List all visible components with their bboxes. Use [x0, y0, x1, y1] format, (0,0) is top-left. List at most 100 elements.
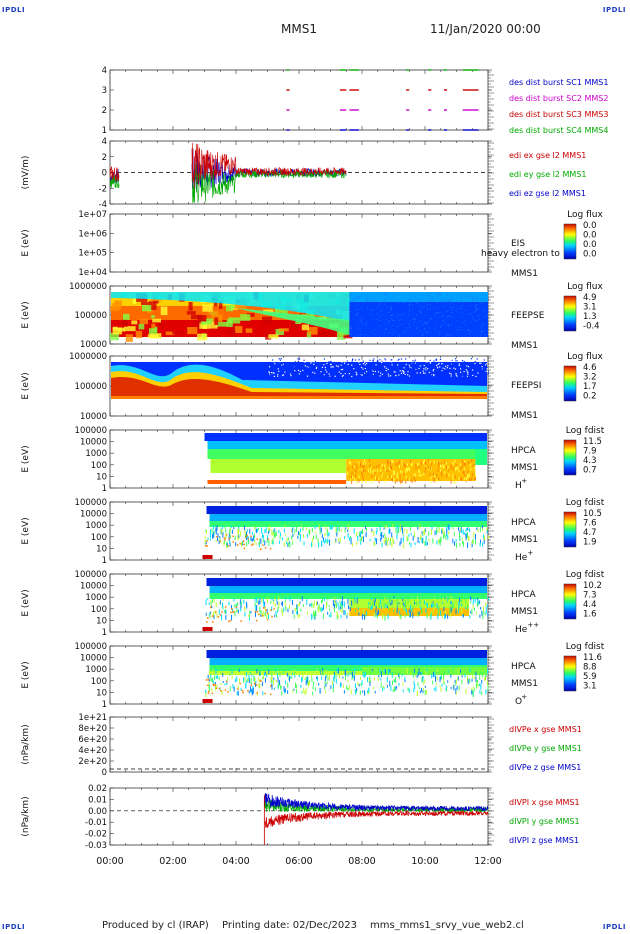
plot-date: 11/Jan/2020 00:00	[430, 22, 541, 36]
divpi-series-line	[264, 792, 489, 812]
feepsi-cell	[405, 363, 407, 366]
feepsi-cell	[477, 372, 479, 374]
feepsi-cell	[311, 361, 313, 363]
feepsi-cell	[318, 363, 320, 365]
hpca-he-cell	[232, 535, 234, 537]
hpca-he-cell	[339, 537, 341, 543]
hpca-hepp-cell	[222, 606, 224, 610]
feepsi-cell	[444, 365, 447, 367]
hpca-h-cell	[461, 477, 463, 481]
hpca-o-cell	[370, 672, 372, 675]
feepsi-cell	[364, 364, 366, 366]
feepsi-cell	[293, 358, 295, 360]
hpca-o-cell	[291, 669, 293, 673]
hpca-he-colorbar-tick: 10.5	[583, 509, 602, 519]
hpca-o-cell	[259, 670, 261, 676]
feepsi-cell	[384, 374, 386, 376]
feepsi-cell	[297, 360, 300, 363]
hpca-hepp-cell	[329, 608, 331, 612]
hpca-o-cell	[288, 676, 290, 682]
hpca-hepp-colorbar-tick: 4.4	[583, 600, 597, 610]
hpca-hepp-cell	[410, 611, 412, 618]
hpca-h-cell	[463, 462, 465, 466]
feepsi-cell	[467, 373, 469, 375]
hpca-o-cell	[333, 673, 335, 679]
feepsi-cell	[293, 365, 295, 368]
hpca-hepp-cell	[431, 602, 433, 608]
feepsi-cell	[473, 375, 475, 377]
feepsi-cell	[279, 361, 281, 363]
hpca-h-cell	[436, 479, 438, 483]
hpca-hepp-cell	[289, 596, 291, 602]
hpca-h-cell	[396, 479, 398, 483]
hpca-hepp-cell	[436, 603, 438, 609]
feepsi-cell	[441, 362, 443, 365]
feepsi-cell	[313, 360, 315, 363]
hpca-he-cell	[392, 524, 394, 528]
feepsi-cell	[471, 372, 473, 374]
hpca-he-cell	[228, 537, 231, 540]
efield-y-axis-label: (mV/m)	[21, 156, 31, 190]
hpca-hepp-cell	[208, 602, 210, 605]
burst-y-tick-label: 4	[102, 66, 107, 76]
feepse-cell	[451, 324, 453, 326]
feepsi-band	[111, 396, 487, 399]
hpca-hepp-cell	[487, 612, 489, 617]
hpca-o-cell	[331, 680, 333, 685]
hpca-h-cell	[471, 459, 473, 463]
hpca-o-cell	[479, 683, 481, 687]
hpca-o-cell	[359, 690, 361, 695]
corner-label-top-left: IPDLI	[2, 6, 26, 14]
hpca-he-cell	[218, 539, 220, 545]
hpca-h-cell	[433, 460, 435, 464]
hpca-o-cell	[477, 680, 479, 684]
hpca-h-cell	[392, 460, 394, 464]
hpca-he-cell	[384, 525, 386, 529]
hpca-hepp-cell	[219, 613, 222, 616]
feepsi-cell	[304, 365, 306, 367]
feepsi-cell	[309, 370, 311, 372]
hpca-o-cell	[277, 677, 279, 683]
hpca-hepp-cell	[296, 610, 298, 615]
hpca-he-y-tick-label: 100	[91, 533, 107, 543]
feepsi-cell	[392, 373, 395, 375]
feepse-cell	[398, 335, 400, 337]
hpca-hepp-cell	[402, 598, 404, 602]
hpca-hepp-cell	[423, 600, 425, 605]
hpca-he-cell	[313, 535, 315, 540]
feepse-cell	[446, 311, 448, 313]
hpca-he-cell	[254, 539, 256, 543]
hpca-h-cell	[429, 467, 431, 471]
hpca-hepp-cell	[328, 605, 330, 608]
feepsi-cell	[394, 374, 397, 376]
hpca-hepp-cell	[330, 612, 332, 618]
feepse-cell	[451, 312, 453, 314]
hpca-o-cell	[234, 678, 236, 683]
feepsi-cell	[268, 372, 271, 374]
hpca-o-cell	[402, 689, 404, 693]
hpca-he-cell	[299, 536, 301, 542]
burst-interval	[286, 109, 290, 111]
hpca-hepp-cell	[237, 609, 239, 612]
hpca-he-cell	[327, 538, 329, 543]
feepse-cell	[442, 315, 444, 317]
hpca-h-cell	[391, 459, 393, 463]
hpca-he-cell	[402, 536, 404, 543]
hpca-he-cell	[209, 538, 211, 541]
feepse-cell	[427, 295, 429, 297]
hpca-he-cell	[222, 532, 224, 538]
hpca-he-cell	[253, 535, 255, 542]
hpca-h-cell	[418, 463, 420, 467]
feepse-cell	[397, 294, 399, 296]
feepsi-cell	[299, 374, 301, 376]
feepse-cell	[390, 306, 392, 308]
feepse-cell	[439, 317, 441, 319]
hpca-o-y-tick-label: 100	[91, 677, 107, 687]
hpca-he-cell	[365, 531, 367, 538]
hpca-o-y-tick-label: 10	[96, 688, 107, 698]
hpca-hepp-cell	[260, 610, 262, 614]
hpca-o-cell	[389, 668, 391, 673]
hpca-h-cell	[406, 468, 408, 472]
hpca-o-cell	[474, 676, 476, 680]
